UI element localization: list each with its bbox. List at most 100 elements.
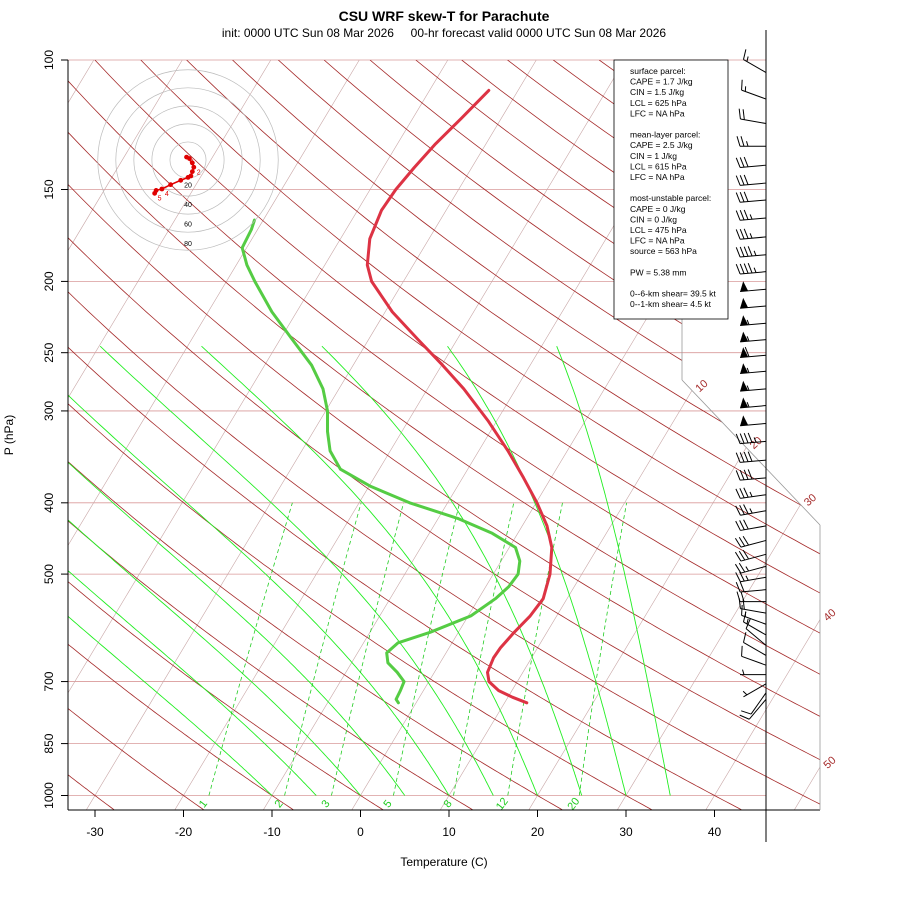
dry-adiabat-line — [140, 60, 820, 810]
wind-barb-feather — [739, 175, 745, 186]
temperature-tick-label: 30 — [619, 825, 633, 839]
hodograph-point — [189, 169, 195, 175]
hodograph-height-label: 4 — [165, 191, 169, 198]
wind-barb — [735, 246, 767, 258]
mixing-ratio-label: 5 — [381, 798, 394, 810]
wind-barb — [739, 698, 767, 720]
wind-barb-feather — [736, 591, 741, 602]
mixing-ratio-label: 8 — [442, 798, 455, 810]
hodograph-point — [187, 156, 192, 161]
mixing-ratio-label: 12 — [494, 796, 511, 813]
wind-barb-feather — [743, 191, 749, 202]
wind-barb-half-feather — [746, 336, 750, 342]
wind-barb-flag — [740, 347, 749, 358]
wind-barb-feather — [743, 469, 749, 480]
mixing-ratio-line — [284, 502, 362, 796]
wind-barb-staff — [740, 477, 767, 481]
dry-adiabat-line — [68, 60, 565, 810]
wind-barb-feather — [734, 538, 742, 548]
wind-barb-half-feather — [745, 575, 749, 581]
hodograph-point — [159, 186, 165, 192]
wind-barb-staff — [743, 59, 767, 73]
mixing-ratio-line — [453, 502, 515, 796]
temperature-axis: -30 -20 -10 0 10 20 30 40 — [86, 810, 721, 839]
wind-barb — [742, 632, 767, 656]
moist-adiabat-line — [68, 345, 317, 796]
info-box-line: LCL = 625 hPa — [630, 98, 687, 108]
info-box-line: most-unstable parcel: — [630, 193, 711, 203]
wind-barb-feather — [738, 536, 746, 547]
wind-barb-half-feather — [746, 367, 750, 373]
isotherm-label: 50 — [821, 754, 838, 771]
mixing-ratio-line — [507, 502, 563, 796]
wind-barb-staff — [740, 405, 767, 409]
pressure-tick-label: 400 — [42, 492, 56, 512]
wind-barb-feather — [747, 469, 753, 480]
wind-barb-half-feather — [746, 618, 749, 625]
dry-adiabat-line — [68, 60, 386, 810]
wind-barb-flag — [740, 397, 749, 408]
wind-barb-feather — [739, 228, 745, 240]
wind-barb-half-feather — [749, 508, 753, 514]
moist-adiabat-line — [68, 345, 406, 796]
wind-barb-staff — [740, 217, 767, 221]
pressure-tick-label: 250 — [42, 342, 56, 362]
wind-barb-feather — [741, 645, 743, 657]
dry-adiabat-line — [68, 60, 820, 810]
wind-barb-staff — [740, 525, 767, 531]
wind-barb — [735, 519, 767, 531]
wind-barb-staff — [740, 422, 767, 427]
info-box-line: LCL = 615 hPa — [630, 161, 687, 171]
wind-barb — [735, 191, 767, 203]
mixing-ratio-label: 20 — [565, 796, 582, 813]
wind-barb-flag — [740, 281, 749, 292]
pressure-axis: 100 150 200 250 300 400 500 700 850 1000 — [42, 50, 68, 809]
dry-adiabat-line — [68, 60, 820, 810]
wind-barb-staff — [750, 692, 767, 715]
wind-barb-feather — [747, 263, 753, 274]
wind-barb-feather — [735, 470, 741, 481]
temperature-tick-label: -10 — [263, 825, 281, 839]
wind-barb-feather — [743, 451, 749, 462]
wind-barb-flag — [740, 315, 749, 326]
wind-barb — [735, 174, 767, 186]
wind-barb — [735, 156, 767, 168]
hodograph-ring — [133, 105, 243, 215]
hodograph-ring-label: 20 — [184, 182, 192, 189]
wind-barb-feather — [739, 488, 745, 498]
isotherm-line — [68, 60, 360, 810]
temperature-tick-label: 40 — [708, 825, 722, 839]
mixing-ratio-line — [393, 502, 460, 796]
wind-barb-staff — [748, 698, 767, 720]
info-box-line: 0--6-km shear= 39.5 kt — [630, 289, 716, 299]
moist-adiabat-line — [447, 345, 627, 796]
info-box-line: LFC = NA hPa — [630, 236, 685, 246]
wind-barb-feather — [735, 157, 741, 168]
info-box-line: CIN = 0 J/kg — [630, 214, 677, 224]
wind-barb-half-feather — [753, 267, 757, 273]
wind-barb — [742, 49, 767, 73]
temperature-tick-label: -20 — [175, 825, 193, 839]
hodograph-ring-label: 60 — [184, 221, 192, 228]
dry-adiabat-line — [68, 60, 745, 810]
chart-title: CSU WRF skew-T for Parachute — [339, 8, 550, 24]
wind-barb-half-feather — [742, 690, 748, 696]
pressure-tick-label: 850 — [42, 733, 56, 753]
wind-barb-half-feather — [749, 491, 753, 497]
wind-barb-feather — [739, 714, 750, 720]
wind-barb-feather — [735, 192, 741, 203]
wind-barb — [735, 571, 767, 583]
info-box-line: source = 563 hPa — [630, 246, 697, 256]
wind-barb — [735, 469, 767, 481]
wind-barb-feather — [739, 263, 745, 274]
info-box-line — [630, 278, 632, 288]
pressure-tick-label: 200 — [42, 271, 56, 291]
wind-barb-staff — [741, 614, 767, 625]
wind-barb — [741, 692, 767, 715]
wind-barb — [741, 79, 767, 100]
hodograph-point — [178, 177, 184, 183]
hodograph-height-label: 2 — [197, 169, 201, 176]
wind-barb — [740, 315, 767, 327]
wind-barb-feather — [735, 488, 741, 499]
wind-barb-half-feather — [749, 233, 753, 239]
